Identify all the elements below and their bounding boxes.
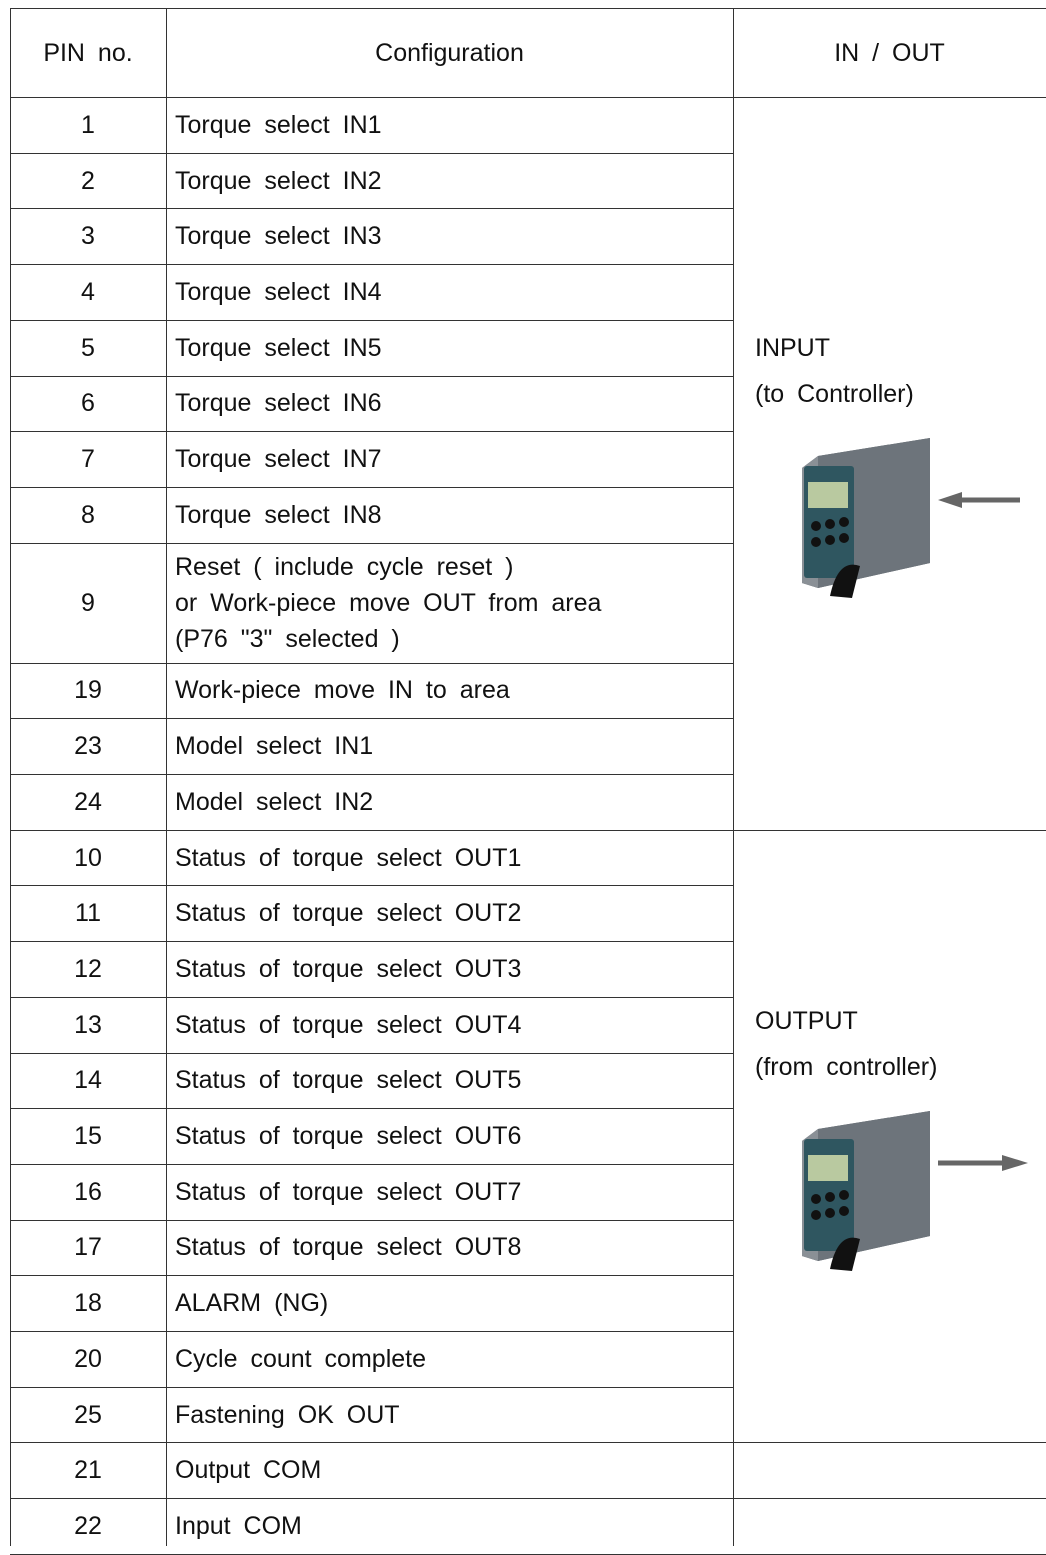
configuration: Model select IN2: [175, 787, 374, 816]
rule: [10, 1108, 733, 1110]
rule: [10, 208, 733, 210]
pin-number: 22: [74, 1511, 102, 1540]
io-label: (to Controller): [755, 380, 914, 409]
pin-number: 10: [74, 843, 102, 872]
rule: [10, 97, 1046, 98]
pin-number: 8: [81, 500, 95, 529]
pin-number: 11: [75, 899, 101, 928]
configuration: Work-piece move IN to area: [175, 676, 510, 705]
header-cell: Configuration: [375, 38, 524, 67]
controller-image: [802, 1111, 1028, 1272]
rule: [10, 1331, 733, 1332]
rule: [10, 152, 733, 154]
configuration: Torque select IN4: [175, 277, 382, 306]
configuration: (P76 "3" selected ): [175, 624, 400, 653]
pin-number: 19: [74, 676, 102, 705]
pin-number: 3: [81, 222, 95, 251]
pin-number: 21: [74, 1456, 102, 1485]
configuration: Output COM: [175, 1456, 322, 1485]
configuration: Status of torque select OUT8: [175, 1233, 522, 1262]
rule: [10, 941, 733, 943]
pin-number: 1: [81, 110, 95, 139]
configuration: Status of torque select OUT3: [175, 954, 522, 983]
rule: [10, 264, 733, 266]
rule: [10, 1386, 733, 1388]
rule: [10, 718, 733, 720]
controller-image: [802, 438, 1020, 599]
pin-number: 9: [81, 588, 95, 617]
rule: [10, 1163, 733, 1165]
configuration: Fastening OK OUT: [175, 1400, 400, 1429]
configuration: ALARM (NG): [175, 1289, 329, 1318]
rule: [10, 1442, 1046, 1444]
rule: [166, 8, 167, 1546]
configuration: Status of torque select OUT7: [175, 1177, 522, 1206]
pin-number: 4: [81, 277, 95, 306]
io-label: INPUT: [755, 334, 830, 363]
configuration: Torque select IN2: [175, 166, 382, 195]
rule: [10, 319, 733, 321]
configuration: Torque select IN1: [175, 110, 382, 139]
pin-number: 15: [74, 1122, 102, 1151]
io-label: (from controller): [755, 1053, 938, 1082]
pin-number: 14: [74, 1066, 102, 1095]
pin-number: 25: [74, 1400, 102, 1429]
configuration: Status of torque select OUT6: [175, 1122, 522, 1151]
configuration: or Work-piece move OUT from area: [175, 588, 602, 617]
rule: [10, 1052, 733, 1054]
header-cell: PIN no.: [43, 38, 133, 67]
configuration: Reset ( include cycle reset ): [175, 552, 514, 581]
rule: [10, 1275, 733, 1277]
configuration: Status of torque select OUT4: [175, 1010, 522, 1039]
rule: [10, 486, 733, 488]
pin-number: 5: [81, 333, 95, 362]
configuration: Status of torque select OUT5: [175, 1066, 522, 1095]
configuration: Torque select IN3: [175, 222, 382, 251]
configuration: Torque select IN6: [175, 389, 382, 418]
configuration: Model select IN1: [175, 732, 374, 761]
pin-number: 2: [81, 166, 95, 195]
rule: [10, 375, 733, 377]
rule: [10, 8, 11, 1546]
configuration: Input COM: [175, 1511, 302, 1540]
rule: [10, 542, 733, 544]
rule: [10, 774, 733, 775]
pin-number: 24: [74, 787, 102, 816]
configuration: Torque select IN8: [175, 500, 382, 529]
rule: [733, 8, 734, 1546]
configuration: Status of torque select OUT1: [175, 843, 522, 872]
rule: [10, 885, 733, 887]
pin-number: 23: [74, 732, 102, 761]
rule: [10, 1498, 1046, 1500]
rule: [10, 996, 733, 998]
pin-number: 16: [74, 1177, 102, 1206]
pin-number: 7: [81, 445, 95, 474]
pin-number: 12: [74, 954, 102, 983]
rule: [10, 829, 1046, 831]
configuration: Torque select IN5: [175, 333, 382, 362]
pin-number: 18: [74, 1289, 102, 1318]
pin-number: 20: [74, 1344, 102, 1373]
rule: [10, 1219, 733, 1221]
rule: [10, 431, 733, 433]
configuration: Cycle count complete: [175, 1344, 427, 1373]
io-label: OUTPUT: [755, 1007, 858, 1036]
configuration: Torque select IN7: [175, 445, 382, 474]
pin-number: 13: [74, 1010, 102, 1039]
rule: [10, 8, 1046, 9]
header-cell: IN / OUT: [834, 38, 945, 67]
configuration: Status of torque select OUT2: [175, 899, 522, 928]
pin-number: 17: [74, 1233, 102, 1262]
pin-number: 6: [81, 389, 95, 418]
rule: [10, 662, 733, 664]
